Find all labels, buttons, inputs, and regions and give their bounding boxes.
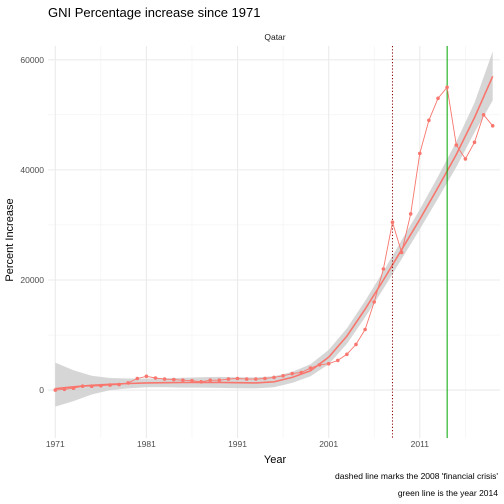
data-point-1998	[299, 370, 304, 375]
data-point-1992	[244, 377, 249, 381]
data-point-2008	[390, 220, 395, 224]
data-point-2011	[418, 151, 422, 156]
data-point-2004	[354, 342, 358, 347]
data-point-2019	[490, 124, 495, 128]
data-point-1997	[290, 371, 295, 376]
data-point-2005	[363, 327, 367, 332]
caption-year-2014: green line is the year 2014	[398, 488, 498, 498]
data-point-1977	[108, 383, 112, 387]
data-point-2001	[326, 361, 331, 366]
y-tick-label: 40000	[20, 165, 44, 175]
data-point-2003	[345, 352, 349, 357]
data-point-2016	[463, 157, 468, 161]
data-point-1976	[99, 383, 103, 388]
data-point-1984	[172, 377, 176, 382]
data-point-1975	[89, 384, 94, 389]
data-point-1978	[117, 382, 121, 387]
data-point-1980	[135, 376, 140, 381]
x-axis-title: Year	[264, 454, 287, 466]
data-point-1983	[162, 377, 167, 381]
chart-title: GNI Percentage increase since 1971	[48, 5, 260, 20]
y-axis-title: Percent Increase	[4, 198, 16, 281]
trend-line-path	[55, 75, 494, 390]
x-tick-label: 1971	[46, 439, 65, 449]
data-point-1999	[308, 366, 313, 370]
x-tick-label: 2001	[319, 439, 338, 449]
data-point-1996	[281, 374, 285, 378]
grid-lines	[48, 46, 500, 438]
data-point-2013	[436, 96, 440, 101]
data-point-1990	[226, 377, 231, 381]
data-point-2018	[481, 113, 486, 117]
data-point-2010	[408, 212, 413, 216]
x-tick-label: 1981	[137, 439, 156, 449]
data-series	[53, 85, 495, 392]
data-point-1994	[263, 376, 267, 381]
trend-line	[55, 75, 494, 390]
data-point-1973	[71, 386, 76, 391]
data-point-1972	[62, 387, 67, 392]
data-point-2007	[381, 267, 386, 271]
data-point-2014	[445, 85, 449, 90]
caption-financial-crisis: dashed line marks the 2008 'financial cr…	[335, 471, 498, 481]
data-point-2012	[427, 118, 431, 123]
data-point-1974	[80, 384, 85, 389]
data-point-1971	[53, 388, 58, 392]
y-tick-label: 60000	[20, 55, 44, 65]
y-tick-label: 20000	[20, 275, 44, 285]
data-point-1987	[199, 380, 203, 384]
data-point-1995	[272, 375, 276, 380]
confidence-band-area	[55, 51, 493, 407]
data-point-2015	[454, 143, 459, 147]
data-point-1989	[217, 378, 222, 383]
data-point-1985	[181, 378, 185, 383]
x-tick-label: 2011	[411, 439, 430, 449]
data-point-2017	[472, 140, 477, 145]
data-point-1979	[126, 381, 130, 385]
data-point-1981	[144, 374, 149, 379]
reference-lines	[391, 46, 448, 438]
confidence-band	[55, 51, 493, 407]
y-tick-label: 0	[39, 385, 44, 395]
data-point-2000	[317, 363, 322, 367]
data-point-1986	[190, 378, 194, 383]
data-point-1988	[208, 378, 212, 383]
y-axis-ticks: 0 20000 40000 60000	[20, 55, 44, 395]
x-axis-ticks: 1971 1981 1991 2001 2011	[46, 439, 429, 449]
data-point-1993	[254, 377, 258, 381]
data-point-1991	[235, 376, 240, 381]
data-point-2002	[336, 358, 340, 363]
facet-strip-label: Qatar	[264, 32, 285, 42]
data-point-2006	[372, 300, 377, 304]
series-line	[55, 86, 494, 391]
data-point-2009	[399, 250, 404, 255]
data-point-1982	[153, 376, 158, 380]
x-tick-label: 1991	[228, 439, 247, 449]
